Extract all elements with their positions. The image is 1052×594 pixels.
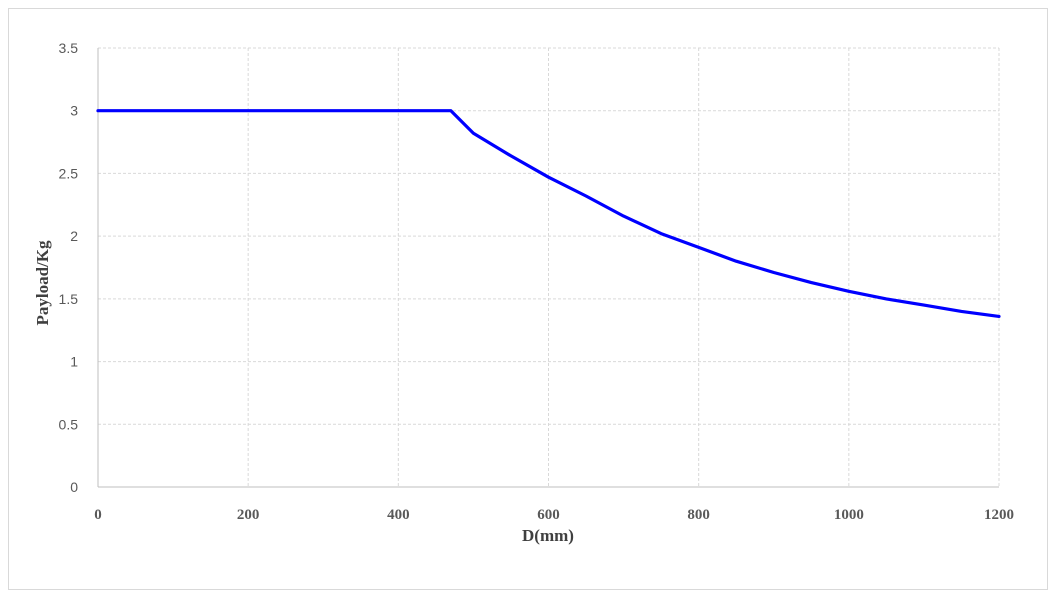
x-axis-title: D(mm) xyxy=(522,526,574,545)
y-tick-label: 3.5 xyxy=(59,40,79,56)
x-tick-label: 800 xyxy=(687,507,710,523)
x-tick-label: 600 xyxy=(537,507,560,523)
y-tick-label: 1 xyxy=(70,354,78,370)
payload-series-line xyxy=(96,109,1001,318)
y-tick-label: 1.5 xyxy=(59,291,79,307)
y-tick-label: 2.5 xyxy=(59,165,79,181)
x-tick-label: 200 xyxy=(237,507,260,523)
x-tick-label: 1200 xyxy=(984,507,1014,523)
y-tick-label: 0 xyxy=(70,479,78,495)
y-tick-label: 0.5 xyxy=(59,416,79,432)
gridlines xyxy=(98,47,1000,487)
x-tick-label: 400 xyxy=(387,507,410,523)
y-tick-label: 3 xyxy=(70,103,78,119)
y-tick-labels: 0 0.5 1 1.5 2 2.5 3 3.5 xyxy=(59,40,79,495)
y-axis-title: Payload/Kg xyxy=(33,240,52,326)
series-lines xyxy=(96,109,1001,318)
x-tick-label: 1000 xyxy=(834,507,864,523)
y-tick-label: 2 xyxy=(70,228,78,244)
x-tick-labels: 0 200 400 600 800 1000 1200 xyxy=(94,507,1014,523)
x-tick-label: 0 xyxy=(94,507,102,523)
axes xyxy=(97,48,999,488)
